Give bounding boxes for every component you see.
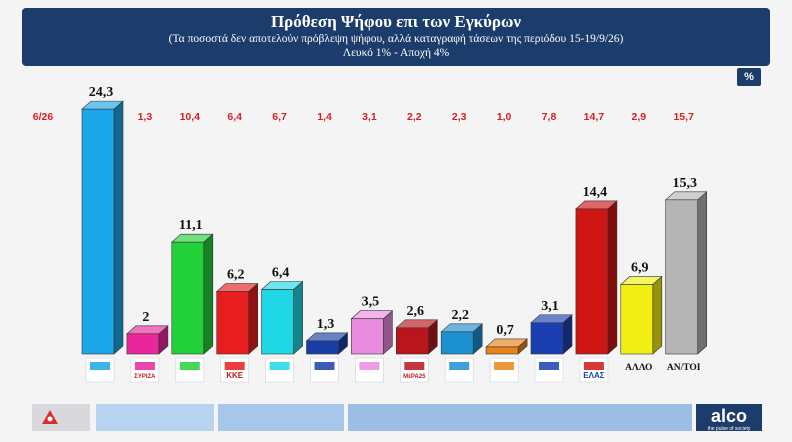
bar-9 xyxy=(440,331,474,355)
bar-14-side xyxy=(697,191,708,355)
bar-8 xyxy=(395,327,429,355)
party-logo-mark-9 xyxy=(449,362,470,370)
party-logo-mark-8 xyxy=(404,362,425,370)
bar-3-side xyxy=(203,233,214,355)
chart-subtitle: (Τα ποσοστά δεν αποτελούν πρόβλεψη ψήφου… xyxy=(168,33,624,45)
party-logo-mark-6 xyxy=(314,362,335,370)
bar-13 xyxy=(620,284,654,355)
bar-2 xyxy=(126,333,160,355)
previous-value-7: 3,1 xyxy=(362,111,377,123)
previous-value-8: 2,2 xyxy=(407,111,422,123)
value-label-8: 2,6 xyxy=(407,304,425,319)
party-logo-mark-7 xyxy=(359,362,380,370)
value-label-2: 2 xyxy=(142,310,149,325)
category-label-8: ΜέΡΑ25 xyxy=(403,374,426,380)
title-banner: Πρόθεση Ψήφου επι των Εγκύρων (Τα ποσοστ… xyxy=(22,8,770,66)
value-label-4: 6,2 xyxy=(227,268,245,283)
bar-12-side xyxy=(607,200,618,355)
brand-logo: alco the pulse of society xyxy=(696,404,762,432)
bar-4 xyxy=(216,291,249,355)
bar-5-side xyxy=(293,280,303,355)
bar-14 xyxy=(665,199,699,355)
category-label-2: ΣΥΡΙΖΑ xyxy=(134,374,156,380)
bar-5 xyxy=(261,289,294,355)
bar-1 xyxy=(81,108,115,355)
category-label-12: ΕΛΑΣ xyxy=(583,371,604,380)
previous-value-13: 2,9 xyxy=(631,111,646,123)
party-logo-mark-4 xyxy=(224,362,245,370)
party-logo-mark-3 xyxy=(179,362,200,370)
value-label-13: 6,9 xyxy=(631,260,649,275)
channel-logo-icon xyxy=(42,410,58,424)
value-label-12: 14,4 xyxy=(583,185,608,200)
bar-13-side xyxy=(652,275,663,355)
previous-value-12: 14,7 xyxy=(584,111,605,123)
party-logo-mark-2 xyxy=(134,362,155,370)
bar-11 xyxy=(530,322,564,355)
previous-value-2: 1,3 xyxy=(138,111,153,123)
previous-value-3: 10,4 xyxy=(180,111,201,123)
previous-poll-label: 6/26 xyxy=(33,111,54,123)
bar-1-side xyxy=(113,100,124,355)
value-label-9: 2,2 xyxy=(451,308,469,323)
chart-title: Πρόθεση Ψήφου επι των Εγκύρων xyxy=(270,12,522,31)
unit-badge: % xyxy=(737,68,761,86)
chart-note: Λευκό 1% - Αποχή 4% xyxy=(342,47,450,59)
value-label-6: 1,3 xyxy=(317,317,335,332)
category-label-14: ΑΝ/ΤΟΙ xyxy=(667,363,701,373)
category-label-13: ΑΛΛΟ xyxy=(625,363,652,373)
footer-segment-3 xyxy=(218,404,344,431)
footer-segment-2 xyxy=(96,404,214,431)
party-logo-mark-5 xyxy=(269,362,290,370)
value-label-10: 0,7 xyxy=(496,323,514,338)
value-label-14: 15,3 xyxy=(672,176,697,191)
party-logo-mark-1 xyxy=(90,362,110,370)
value-label-3: 11,1 xyxy=(179,218,203,233)
value-label-5: 6,4 xyxy=(272,266,290,281)
footer-segment-1 xyxy=(32,404,90,431)
party-logo-mark-11 xyxy=(539,362,559,370)
brand-name: alco xyxy=(710,406,748,426)
previous-value-14: 15,7 xyxy=(673,111,694,123)
previous-value-10: 1,0 xyxy=(497,111,512,123)
bar-6 xyxy=(306,340,339,355)
brand-tagline: the pulse of society xyxy=(707,426,751,432)
bar-3 xyxy=(171,241,205,355)
category-label-4: ΚΚΕ xyxy=(226,371,244,380)
value-label-11: 3,1 xyxy=(541,299,559,314)
bar-12 xyxy=(575,208,609,355)
previous-value-6: 1,4 xyxy=(317,111,332,123)
previous-value-11: 7,8 xyxy=(542,111,557,123)
previous-value-5: 6,7 xyxy=(272,111,287,123)
party-logo-mark-10 xyxy=(494,362,515,370)
previous-value-9: 2,3 xyxy=(452,111,467,123)
party-logo-mark-12 xyxy=(583,362,604,370)
previous-value-4: 6,4 xyxy=(227,111,242,123)
bar-4-side xyxy=(248,282,259,355)
value-label-1: 24,3 xyxy=(89,85,114,100)
bar-7 xyxy=(351,318,384,355)
bar-10 xyxy=(485,346,519,355)
footer-segment-4 xyxy=(348,404,692,431)
value-label-7: 3,5 xyxy=(362,295,380,310)
